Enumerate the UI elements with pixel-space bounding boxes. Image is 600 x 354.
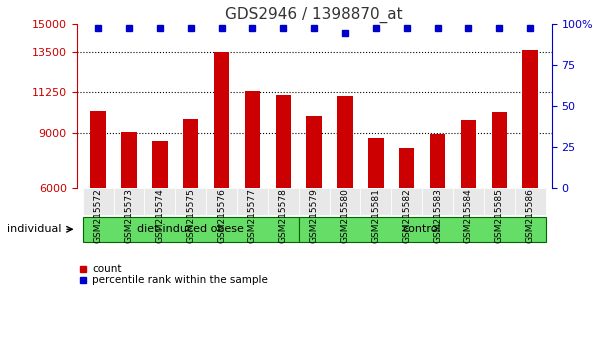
Text: percentile rank within the sample: percentile rank within the sample	[92, 275, 268, 285]
FancyBboxPatch shape	[422, 188, 453, 215]
Text: control: control	[403, 224, 442, 234]
Text: GSM215586: GSM215586	[526, 188, 535, 243]
FancyBboxPatch shape	[361, 188, 391, 215]
Text: GSM215576: GSM215576	[217, 188, 226, 243]
Text: GSM215582: GSM215582	[402, 188, 411, 243]
Text: GSM215584: GSM215584	[464, 188, 473, 243]
FancyBboxPatch shape	[391, 188, 422, 215]
Text: GSM215578: GSM215578	[279, 188, 288, 243]
FancyBboxPatch shape	[175, 188, 206, 215]
FancyBboxPatch shape	[515, 188, 545, 215]
Bar	[491, 112, 507, 188]
Bar	[337, 96, 353, 188]
Text: GSM215572: GSM215572	[94, 188, 103, 243]
Bar	[430, 134, 445, 188]
Bar	[152, 141, 167, 188]
FancyBboxPatch shape	[299, 188, 329, 215]
FancyBboxPatch shape	[453, 188, 484, 215]
Text: count: count	[92, 264, 121, 274]
Text: GSM215583: GSM215583	[433, 188, 442, 243]
Bar	[214, 52, 229, 188]
Bar	[245, 91, 260, 188]
Text: GSM215574: GSM215574	[155, 188, 164, 243]
Bar	[523, 50, 538, 188]
Bar	[275, 95, 291, 188]
FancyBboxPatch shape	[329, 188, 361, 215]
FancyBboxPatch shape	[113, 188, 145, 215]
Text: GSM215581: GSM215581	[371, 188, 380, 243]
Bar	[91, 112, 106, 188]
Text: GSM215580: GSM215580	[340, 188, 349, 243]
Text: individual: individual	[7, 224, 61, 234]
FancyBboxPatch shape	[299, 217, 545, 242]
Bar	[307, 116, 322, 188]
FancyBboxPatch shape	[268, 188, 299, 215]
FancyBboxPatch shape	[145, 188, 175, 215]
Bar	[121, 132, 137, 188]
Text: GSM215575: GSM215575	[186, 188, 195, 243]
Text: diet-induced obese: diet-induced obese	[137, 224, 244, 234]
Bar	[183, 119, 199, 188]
Title: GDS2946 / 1398870_at: GDS2946 / 1398870_at	[226, 7, 403, 23]
Text: GSM215579: GSM215579	[310, 188, 319, 243]
FancyBboxPatch shape	[83, 217, 299, 242]
Text: GSM215585: GSM215585	[495, 188, 504, 243]
Bar	[368, 138, 383, 188]
FancyBboxPatch shape	[484, 188, 515, 215]
FancyBboxPatch shape	[206, 188, 237, 215]
Bar	[399, 148, 415, 188]
Bar	[461, 120, 476, 188]
Text: GSM215573: GSM215573	[124, 188, 133, 243]
FancyBboxPatch shape	[237, 188, 268, 215]
FancyBboxPatch shape	[83, 188, 113, 215]
Text: GSM215577: GSM215577	[248, 188, 257, 243]
